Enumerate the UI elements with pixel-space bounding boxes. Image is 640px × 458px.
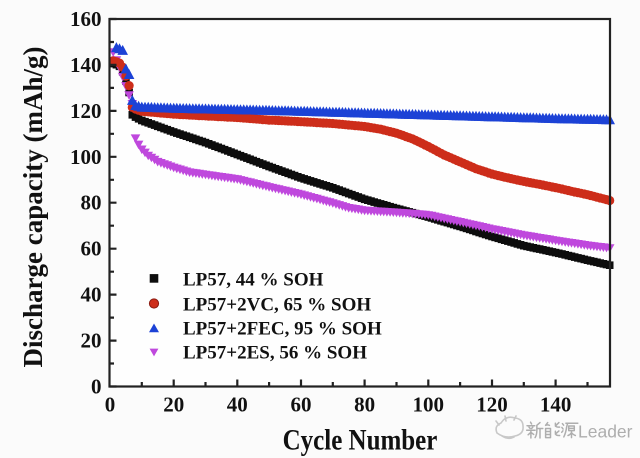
svg-text:LP57+2VC, 65 % SOH: LP57+2VC, 65 % SOH <box>183 294 371 315</box>
svg-text:60: 60 <box>291 393 312 417</box>
svg-text:20: 20 <box>163 393 184 417</box>
svg-text:80: 80 <box>354 393 375 417</box>
svg-text:100: 100 <box>413 393 445 417</box>
svg-text:0: 0 <box>91 375 102 399</box>
svg-text:Cycle Number: Cycle Number <box>283 424 438 456</box>
svg-text:20: 20 <box>81 329 102 353</box>
svg-text:LP57+2ES, 56 % SOH: LP57+2ES, 56 % SOH <box>183 342 367 363</box>
svg-text:160: 160 <box>70 7 102 31</box>
svg-text:120: 120 <box>70 99 102 123</box>
svg-text:140: 140 <box>540 393 572 417</box>
svg-text:40: 40 <box>227 393 248 417</box>
svg-text:0: 0 <box>105 393 116 417</box>
svg-text:40: 40 <box>81 283 102 307</box>
svg-text:80: 80 <box>81 191 102 215</box>
svg-text:LP57+2FEC, 95 % SOH: LP57+2FEC, 95 % SOH <box>183 318 382 339</box>
svg-text:120: 120 <box>476 393 508 417</box>
svg-text:LP57, 44 % SOH: LP57, 44 % SOH <box>183 269 324 290</box>
svg-text:140: 140 <box>70 53 102 77</box>
svg-text:Discharge capacity (mAh/g): Discharge capacity (mAh/g) <box>18 47 48 368</box>
svg-text:100: 100 <box>70 145 102 169</box>
svg-text:Leader: Leader <box>578 422 633 442</box>
svg-text:60: 60 <box>81 237 102 261</box>
